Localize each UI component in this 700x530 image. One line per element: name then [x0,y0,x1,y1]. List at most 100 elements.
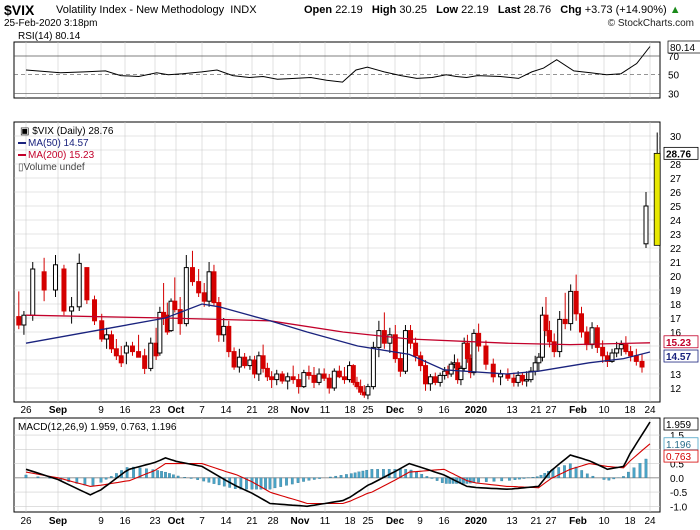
price-tick-label: 22 [670,244,682,255]
price-candle-body [536,356,542,364]
price-candle-body [543,314,549,332]
macd-x-tick-label: 14 [220,516,232,527]
price-candle-body [84,267,90,301]
macd-histogram-bar [568,463,572,478]
price-candle-body [196,281,202,294]
price-candle-body [285,376,291,382]
macd-histogram-bar [168,473,171,478]
macd-histogram-bar [296,477,300,483]
rsi-value-label: 80.14 [670,43,695,54]
macd-x-tick-label: 21 [246,516,258,527]
ma200-value-label: 15.23 [666,338,691,349]
macd-signal-line [25,443,651,505]
price-candle-body [350,365,356,383]
price-candle-body [458,367,464,381]
price-candle-body [113,348,119,357]
quote-summary: Open 22.19 High 30.25 Low 22.19 Last 28.… [304,4,681,16]
price-candle-body [498,373,504,378]
macd-histogram-bar [176,475,180,478]
macd-histogram-bar [444,477,448,484]
price-candle-body [618,344,624,350]
macd-histogram-bar [245,477,248,490]
macd-histogram-bar [222,477,226,487]
price-tick-label: 17 [670,314,682,325]
price-candle-body [41,271,47,291]
price-candle-body [341,376,347,381]
macd-histogram-bar [285,477,288,486]
macd-histogram-bar [151,469,155,478]
macd-histogram-bar [196,477,200,480]
macd-histogram-bar [607,477,611,481]
price-tick-label: 20 [670,272,682,283]
macd-tick-label: 0.0 [670,474,684,485]
price-candle-body [183,267,189,325]
price-candle-body [628,351,634,357]
price-x-tick-label: Dec [386,405,405,416]
price-candle-body [118,355,124,364]
rsi-value-tag [667,40,700,54]
macd-tick-label: -0.5 [670,488,688,499]
macd-histogram-bar [585,473,589,478]
price-x-tick-label: 28 [267,405,279,416]
price-candle-body [427,376,433,385]
price-candle-body [578,313,584,333]
price-candle-body [264,367,270,378]
macd-tick-label: 0.5 [670,460,684,471]
price-candle-body [216,302,222,336]
macd-histogram-bar [468,477,472,484]
macd-histogram-bar [365,469,369,478]
macd-histogram-bar [500,477,504,482]
price-candle-body [437,374,443,383]
price-candle-body [104,334,110,340]
price-candle-body [136,351,142,358]
price-candle-body [76,262,82,308]
macd-histogram-bar [99,477,103,483]
macd-histogram-bar [264,477,267,490]
ma200-line [25,314,651,346]
price-candle-body [189,267,195,283]
price-candle-body [331,370,337,389]
triangle-up-icon: ▲ [669,4,681,16]
price-candle-body [515,374,521,383]
price-candle-body [316,373,322,383]
price-x-tick-label: 11 [320,405,331,416]
price-candle-body [354,381,360,388]
price-x-tick-label: 9 [417,405,423,416]
macd-histogram-bar [279,477,283,487]
price-candle-body [609,352,615,362]
price-tick-label: 19 [670,286,682,297]
price-tick-label: 27 [670,174,682,185]
macd-histogram-bar [492,477,496,482]
price-candle-body [252,359,258,375]
price-x-tick-label: 26 [20,405,32,416]
price-candle-body [633,355,639,362]
macd-histogram-bar [632,467,636,478]
price-candle-body [568,290,574,325]
price-candle-body [358,386,364,393]
price-candle-body [397,358,403,372]
macd-histogram-bar [183,477,187,478]
price-tick-label: 26 [670,188,682,199]
rsi-legend: RSI(14) 80.14 [18,31,81,42]
price-candle-body [21,314,27,326]
macd-histogram-bar [172,474,175,478]
macd-histogram-bar [574,466,578,478]
price-candle-body [402,330,408,372]
macd-histogram-bar [602,477,606,480]
macd-tick-label: 1.5 [670,431,684,442]
price-x-tick-label: 21 [246,405,258,416]
price-candle-body [221,325,227,336]
price-tick-label: 12 [670,384,682,395]
price-candle-body [476,332,482,347]
macd-histogram-bar [622,476,625,478]
price-candle-body [296,379,302,388]
price-candle-body [432,376,438,383]
price-candle-body [365,386,371,396]
price-candle-body [274,373,280,381]
price-candle-body [584,331,590,346]
price-candle-body [279,373,285,382]
macd-histogram-bar [91,477,95,486]
price-x-tick-label: 24 [644,405,656,416]
price-candle-body [511,377,517,383]
macd-x-tick-label: 21 [530,516,542,527]
